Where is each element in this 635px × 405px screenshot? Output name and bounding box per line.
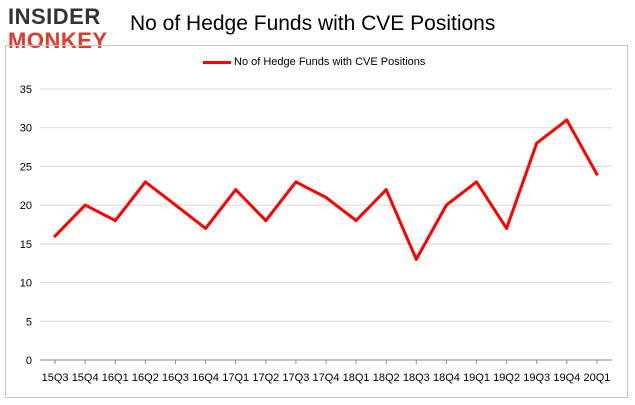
gridlines (40, 88, 612, 322)
y-tick-label: 30 (20, 123, 32, 135)
legend-label: No of Hedge Funds with CVE Positions (234, 56, 426, 68)
y-tick-label: 35 (20, 84, 32, 96)
data-point-18Q3 (414, 257, 418, 261)
data-point-16Q4 (204, 226, 208, 230)
x-tick-label: 15Q3 (42, 372, 69, 384)
data-point-15Q3 (53, 234, 57, 238)
x-tick-label: 16Q3 (162, 372, 189, 384)
chart-title: No of Hedge Funds with CVE Positions (130, 12, 496, 35)
y-tick-label: 5 (26, 316, 32, 328)
x-tick-label: 20Q1 (583, 372, 610, 384)
y-tick-label: 10 (20, 278, 32, 290)
x-tick-label: 16Q4 (192, 372, 219, 384)
data-point-19Q3 (535, 141, 539, 145)
x-tick-label: 16Q2 (132, 372, 159, 384)
y-tick-label: 15 (20, 239, 32, 251)
x-tick-label: 18Q4 (433, 372, 460, 384)
x-tick-label: 15Q4 (72, 372, 99, 384)
data-point-15Q4 (83, 203, 87, 207)
x-axis-ticks: 15Q3 15Q4 16Q1 16Q2 16Q3 16Q4 17Q1 17Q2 17Q3 17Q4… (42, 360, 610, 384)
x-tick-label: 17Q1 (222, 372, 249, 384)
data-point-18Q1 (354, 219, 358, 223)
series-cve-positions (53, 118, 599, 261)
data-point-18Q4 (444, 203, 448, 207)
data-point-20Q1 (595, 172, 599, 176)
logo-text-monkey: MONKEY (8, 28, 108, 53)
data-point-16Q1 (113, 219, 117, 223)
data-point-18Q2 (384, 188, 388, 192)
x-tick-label: 19Q2 (493, 372, 520, 384)
x-tick-label: 17Q4 (313, 372, 340, 384)
x-tick-label: 18Q1 (343, 372, 370, 384)
insider-monkey-logo: INSIDER MONKEY (8, 6, 118, 54)
chart-frame (5, 45, 628, 398)
y-axis-ticks: 0 5 10 15 20 25 30 35 (20, 84, 32, 367)
x-tick-label: 16Q1 (102, 372, 129, 384)
y-tick-label: 20 (20, 200, 32, 212)
x-tick-label: 18Q3 (403, 372, 430, 384)
x-tick-label: 18Q2 (373, 372, 400, 384)
data-point-17Q2 (264, 219, 268, 223)
y-tick-label: 0 (26, 355, 32, 367)
x-tick-label: 19Q4 (553, 372, 580, 384)
data-point-19Q4 (565, 118, 569, 122)
legend-swatch (203, 61, 231, 64)
series-line (53, 118, 599, 261)
data-point-17Q4 (324, 195, 328, 199)
data-point-16Q2 (143, 180, 147, 184)
x-tick-label: 17Q2 (252, 372, 279, 384)
x-tick-label: 17Q3 (282, 372, 309, 384)
data-point-19Q2 (505, 226, 509, 230)
x-tick-label: 19Q3 (523, 372, 550, 384)
data-point-17Q1 (234, 188, 238, 192)
x-tick-label: 19Q1 (463, 372, 490, 384)
data-point-16Q3 (173, 203, 177, 207)
y-tick-label: 25 (20, 161, 32, 173)
data-point-19Q1 (475, 180, 479, 184)
data-point-17Q3 (294, 180, 298, 184)
logo-text-insider: INSIDER (8, 4, 101, 29)
